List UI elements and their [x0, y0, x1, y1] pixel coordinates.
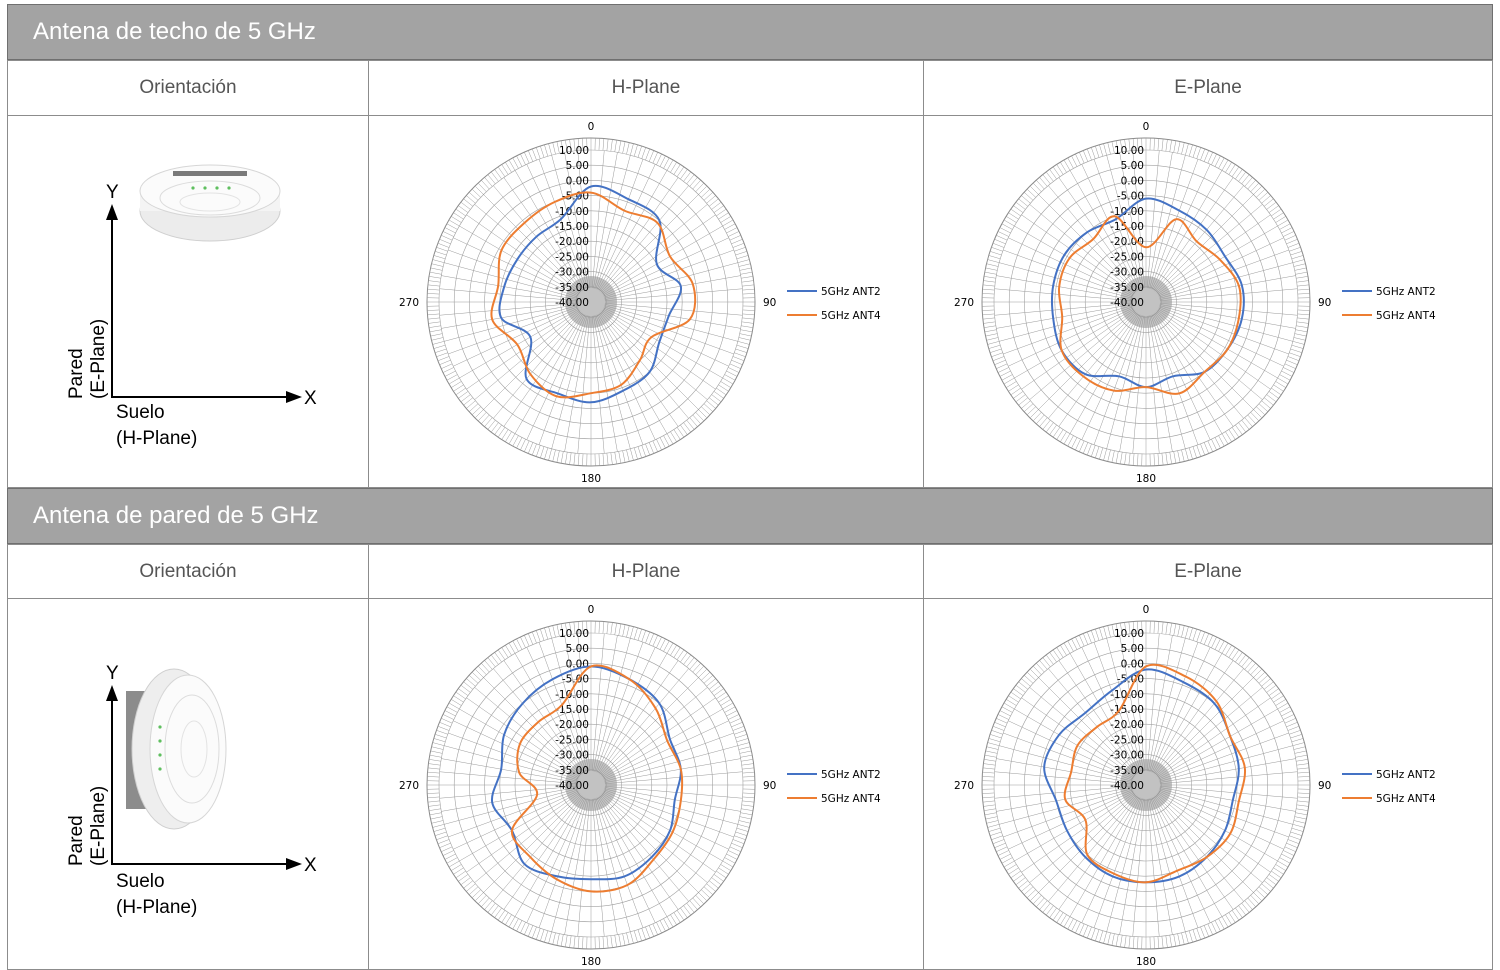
angle-tick-label: 90: [1318, 780, 1331, 792]
radial-tick-label: -25.00: [555, 251, 589, 263]
wall-plane-label: (E-Plane): [88, 786, 109, 866]
radial-tick-label: -10.00: [555, 206, 589, 218]
wall-access-point-icon: [126, 669, 226, 829]
ceiling-access-point-icon: [140, 165, 280, 241]
radial-tick-label: -35.00: [1110, 765, 1144, 777]
radial-tick-label: 0.00: [1121, 658, 1144, 670]
wall-label: Pared: [66, 815, 87, 866]
x-arrowhead-icon: [286, 391, 302, 403]
angle-tick-label: 270: [399, 780, 419, 792]
radial-tick-label: -30.00: [1110, 267, 1144, 279]
floor-plane-label: (H-Plane): [116, 897, 197, 918]
radial-tick-label: 5.00: [566, 160, 589, 172]
section-title: Antena de pared de 5 GHz: [7, 488, 1493, 544]
radial-tick-label: -20.00: [555, 719, 589, 731]
angle-tick-label: 0: [588, 121, 595, 133]
column-header-hplane: H-Plane: [368, 60, 924, 116]
section-wall: Antena de pared de 5 GHz Orientación H-P…: [7, 488, 1493, 968]
x-axis-label: X: [304, 388, 317, 409]
polar-chart-wall-hplane: 10.005.000.00-5.00-10.00-15.00-20.00-25.…: [369, 599, 924, 970]
radial-tick-label: -35.00: [555, 765, 589, 777]
radial-tick-label: -20.00: [555, 236, 589, 248]
radial-tick-label: -20.00: [1110, 719, 1144, 731]
angle-tick-label: 270: [954, 780, 974, 792]
radial-tick-label: 10.00: [559, 145, 589, 157]
angle-tick-label: 270: [399, 297, 419, 309]
section-ceiling: Antena de techo de 5 GHz Orientación H-P…: [7, 4, 1493, 488]
angle-tick-label: 90: [763, 297, 776, 309]
radial-tick-label: -35.00: [555, 282, 589, 294]
floor-plane-label: (H-Plane): [116, 428, 197, 449]
x-arrowhead-icon: [286, 858, 302, 870]
angle-tick-label: 90: [763, 780, 776, 792]
radial-tick-label: 5.00: [566, 643, 589, 655]
x-axis-label: X: [304, 855, 317, 876]
radial-tick-label: -25.00: [1110, 251, 1144, 263]
legend-entry: 5GHz ANT2: [821, 769, 881, 781]
polar-chart-ceiling-hplane: 10.005.000.00-5.00-10.00-15.00-20.00-25.…: [369, 116, 924, 488]
y-axis-label: Y: [106, 182, 119, 203]
floor-label: Suelo: [116, 871, 165, 892]
angle-tick-label: 270: [954, 297, 974, 309]
radial-tick-label: 5.00: [1121, 160, 1144, 172]
section-title: Antena de techo de 5 GHz: [7, 4, 1493, 60]
wall-label: Pared: [66, 348, 87, 399]
y-arrowhead-icon: [106, 204, 118, 220]
column-header-row: Orientación H-Plane E-Plane: [7, 60, 1493, 116]
y-axis-label: Y: [106, 663, 119, 684]
legend-entry: 5GHz ANT4: [821, 310, 881, 322]
column-header-row: Orientación H-Plane E-Plane: [7, 544, 1493, 600]
wall-plane-label: (E-Plane): [88, 319, 109, 399]
radial-tick-label: 10.00: [559, 628, 589, 640]
radial-tick-label: -40.00: [555, 297, 589, 309]
legend-entry: 5GHz ANT4: [821, 793, 881, 805]
radial-tick-label: -30.00: [555, 750, 589, 762]
legend-entry: 5GHz ANT4: [1376, 793, 1436, 805]
angle-tick-label: 180: [581, 956, 601, 968]
legend-entry: 5GHz ANT2: [821, 286, 881, 298]
radial-tick-label: -25.00: [555, 734, 589, 746]
column-header-eplane: E-Plane: [923, 544, 1493, 600]
radial-tick-label: -25.00: [1110, 734, 1144, 746]
angle-tick-label: 180: [1136, 473, 1156, 485]
radial-tick-label: -35.00: [1110, 282, 1144, 294]
legend-entry: 5GHz ANT2: [1376, 286, 1436, 298]
angle-tick-label: 180: [581, 473, 601, 485]
column-header-eplane: E-Plane: [923, 60, 1493, 116]
radial-tick-label: -30.00: [1110, 750, 1144, 762]
radial-tick-label: -40.00: [1110, 780, 1144, 792]
angle-tick-label: 0: [588, 604, 595, 616]
legend-entry: 5GHz ANT2: [1376, 769, 1436, 781]
radial-tick-label: -30.00: [555, 267, 589, 279]
radial-tick-label: 0.00: [1121, 175, 1144, 187]
radial-tick-label: 5.00: [1121, 643, 1144, 655]
radial-tick-label: -40.00: [1110, 297, 1144, 309]
angle-tick-label: 180: [1136, 956, 1156, 968]
column-header-orientation: Orientación: [7, 60, 369, 116]
polar-chart-ceiling-eplane: 10.005.000.00-5.00-10.00-15.00-20.00-25.…: [924, 116, 1493, 488]
floor-label: Suelo: [116, 402, 165, 423]
orientation-diagram: Y X Pared (E-Plane) Suelo (H-Plane): [8, 116, 369, 488]
radial-tick-label: -15.00: [555, 221, 589, 233]
orientation-cell: Y X Pared (E-Plane) Suelo (H-Plane): [7, 598, 369, 970]
radial-tick-label: -40.00: [555, 780, 589, 792]
orientation-diagram: Y X Pared (E-Plane) Suelo (H-Plane): [8, 599, 369, 970]
orientation-cell: Y X Pared (E-Plane) Suelo (H-Plane): [7, 115, 369, 488]
radial-tick-label: 10.00: [1114, 628, 1144, 640]
angle-tick-label: 90: [1318, 297, 1331, 309]
column-header-orientation: Orientación: [7, 544, 369, 600]
polar-chart-wall-eplane: 10.005.000.00-5.00-10.00-15.00-20.00-25.…: [924, 599, 1493, 970]
column-header-hplane: H-Plane: [368, 544, 924, 600]
legend-entry: 5GHz ANT4: [1376, 310, 1436, 322]
radial-tick-label: 0.00: [566, 175, 589, 187]
angle-tick-label: 0: [1143, 121, 1150, 133]
radial-tick-label: 10.00: [1114, 145, 1144, 157]
angle-tick-label: 0: [1143, 604, 1150, 616]
y-arrowhead-icon: [106, 685, 118, 701]
